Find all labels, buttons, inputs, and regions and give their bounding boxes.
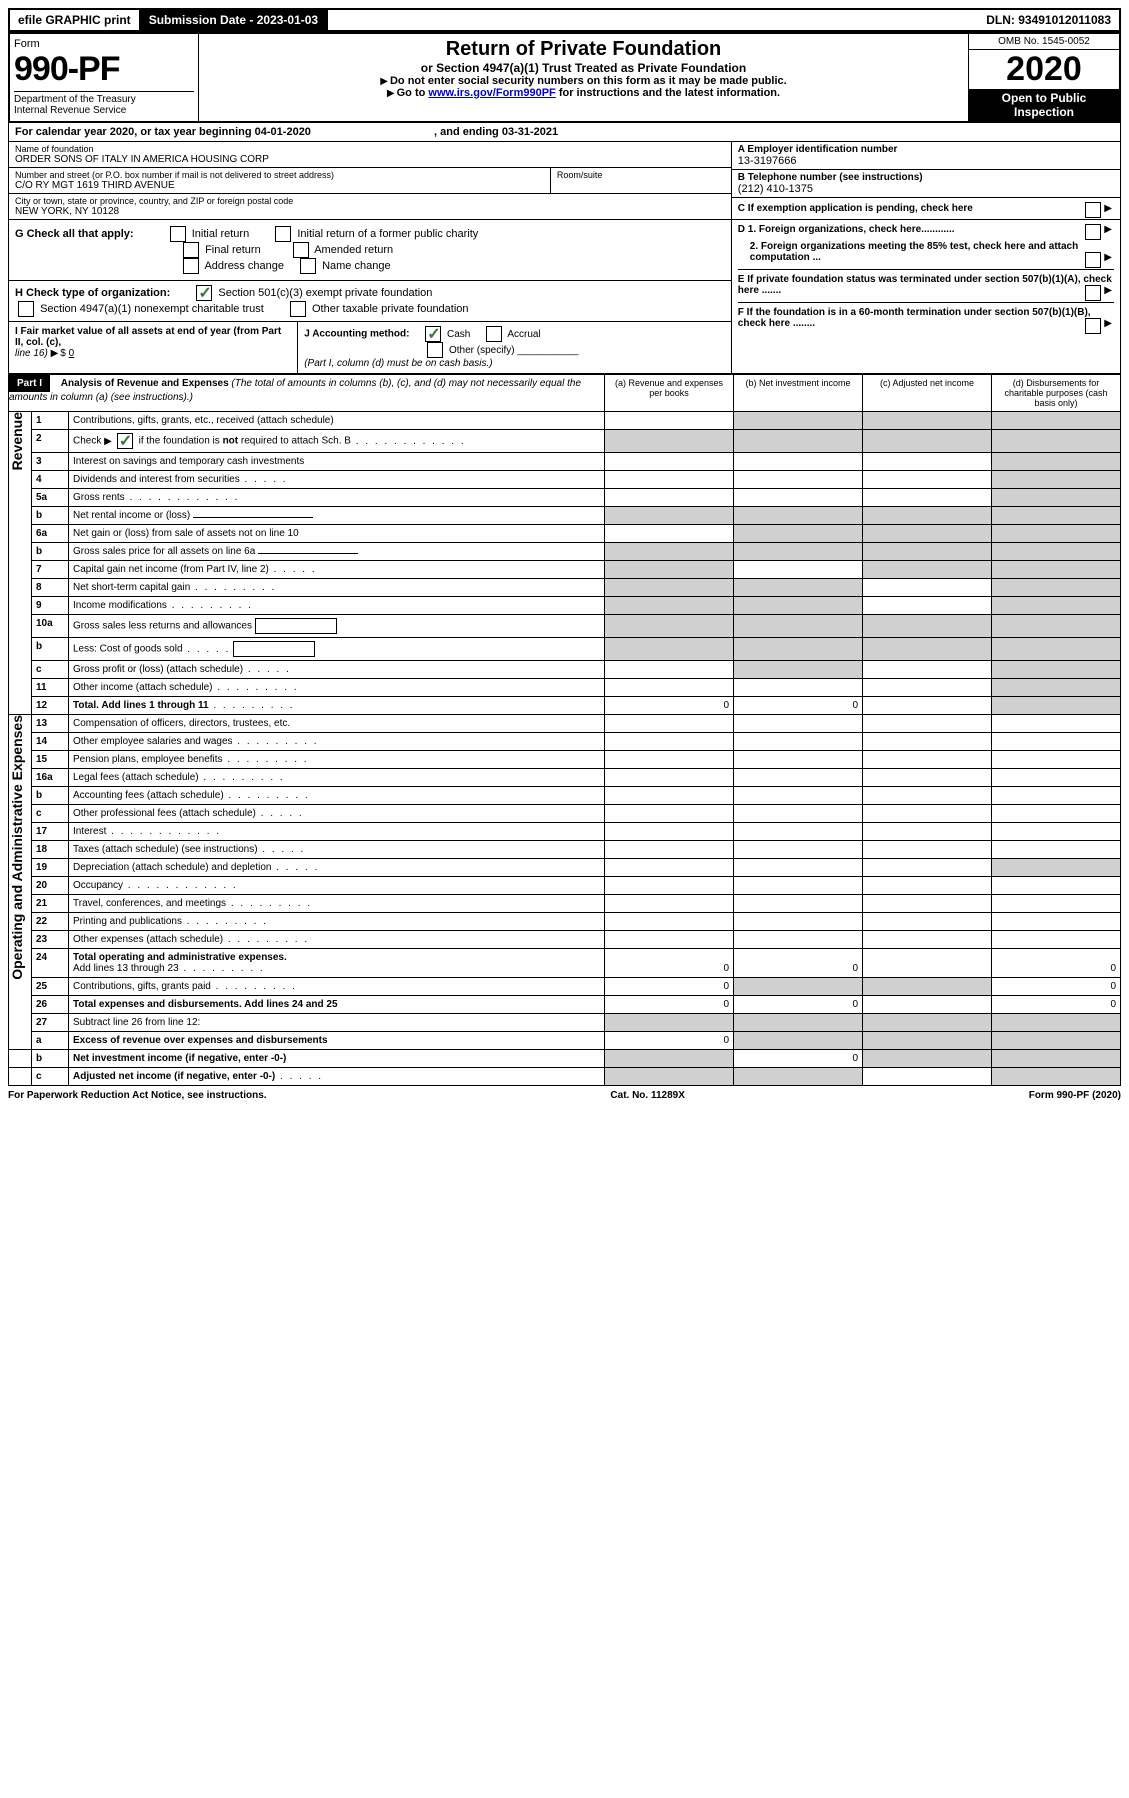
c-checkbox[interactable] bbox=[1085, 202, 1101, 218]
l2-cb[interactable] bbox=[117, 433, 133, 449]
city-label: City or town, state or province, country… bbox=[15, 196, 725, 206]
j-note: (Part I, column (d) must be on cash basi… bbox=[304, 358, 492, 369]
g-address-cb[interactable] bbox=[183, 258, 199, 274]
j-accrual-cb[interactable] bbox=[486, 326, 502, 342]
footer-mid: Cat. No. 11289X bbox=[610, 1090, 684, 1101]
city-state-zip: NEW YORK, NY 10128 bbox=[15, 206, 725, 217]
submission-date-block: Submission Date - 2023-01-03 bbox=[141, 10, 328, 30]
phone: (212) 410-1375 bbox=[738, 183, 1114, 195]
d2-cb[interactable] bbox=[1085, 252, 1101, 268]
form-title-block: Form 990-PF Department of the Treasury I… bbox=[8, 32, 1121, 123]
form-left: Form 990-PF Department of the Treasury I… bbox=[9, 33, 199, 122]
col-b: (b) Net investment income bbox=[734, 375, 863, 412]
e-label: E If private foundation status was termi… bbox=[738, 274, 1112, 296]
form-number: 990-PF bbox=[14, 50, 194, 89]
efile-print: efile GRAPHIC print bbox=[10, 10, 141, 30]
foundation-name: ORDER SONS OF ITALY IN AMERICA HOUSING C… bbox=[15, 154, 725, 165]
i-amount: 0 bbox=[69, 348, 75, 359]
d1-label: D 1. Foreign organizations, check here..… bbox=[738, 224, 955, 235]
col-c: (c) Adjusted net income bbox=[863, 375, 992, 412]
tax-year: 2020 bbox=[969, 50, 1119, 89]
addr-label: Number and street (or P.O. box number if… bbox=[15, 170, 544, 180]
g-label: G Check all that apply: bbox=[15, 228, 134, 240]
omb: OMB No. 1545-0052 bbox=[969, 34, 1119, 50]
f-label: F If the foundation is in a 60-month ter… bbox=[738, 307, 1091, 329]
form-word: Form bbox=[14, 38, 194, 50]
efile-header: efile GRAPHIC print Submission Date - 20… bbox=[8, 8, 1121, 32]
form-center: Return of Private Foundation or Section … bbox=[199, 33, 969, 122]
h-label: H Check type of organization: bbox=[15, 287, 170, 299]
dept: Department of the Treasury bbox=[14, 94, 136, 105]
page-footer: For Paperwork Reduction Act Notice, see … bbox=[8, 1090, 1121, 1101]
f-cb[interactable] bbox=[1085, 318, 1101, 334]
g-final-cb[interactable] bbox=[183, 242, 199, 258]
col-a: (a) Revenue and expenses per books bbox=[605, 375, 734, 412]
address: C/O RY MGT 1619 THIRD AVENUE bbox=[15, 180, 544, 191]
e-cb[interactable] bbox=[1085, 285, 1101, 301]
ein: 13-3197666 bbox=[738, 155, 1114, 167]
part1-table: Part I Analysis of Revenue and Expenses … bbox=[8, 374, 1121, 1086]
instr1: Do not enter social security numbers on … bbox=[390, 75, 787, 87]
footer-left: For Paperwork Reduction Act Notice, see … bbox=[8, 1090, 267, 1101]
entity-block: Name of foundation ORDER SONS OF ITALY I… bbox=[8, 142, 1121, 220]
h-501c3-cb[interactable] bbox=[196, 285, 212, 301]
form-link[interactable]: www.irs.gov/Form990PF bbox=[428, 87, 555, 99]
phone-label: B Telephone number (see instructions) bbox=[738, 172, 1114, 183]
part1-title: Analysis of Revenue and Expenses bbox=[61, 378, 229, 389]
g-initial-former-cb[interactable] bbox=[275, 226, 291, 242]
g-initial-cb[interactable] bbox=[170, 226, 186, 242]
part1-label: Part I bbox=[9, 375, 50, 392]
dln-block: DLN: 93491012011083 bbox=[978, 10, 1119, 30]
form-right: OMB No. 1545-0052 2020 Open to Public In… bbox=[969, 33, 1121, 122]
col-d: (d) Disbursements for charitable purpose… bbox=[992, 375, 1121, 412]
d1-cb[interactable] bbox=[1085, 224, 1101, 240]
j-label: J Accounting method: bbox=[304, 329, 409, 340]
page-title: Return of Private Foundation bbox=[203, 38, 964, 61]
irs: Internal Revenue Service bbox=[14, 105, 126, 116]
calendar-line: For calendar year 2020, or tax year begi… bbox=[8, 123, 1121, 142]
footer-right: Form 990-PF (2020) bbox=[1029, 1090, 1121, 1101]
g-name-cb[interactable] bbox=[300, 258, 316, 274]
ein-label: A Employer identification number bbox=[738, 144, 1114, 155]
revenue-label: Revenue bbox=[9, 412, 25, 470]
checks-block: G Check all that apply: Initial return I… bbox=[8, 220, 1121, 374]
h-4947-cb[interactable] bbox=[18, 301, 34, 317]
j-cash-cb[interactable] bbox=[425, 326, 441, 342]
open-public: Open to Public Inspection bbox=[969, 89, 1119, 121]
d2-label: 2. Foreign organizations meeting the 85%… bbox=[750, 241, 1078, 263]
name-label: Name of foundation bbox=[15, 144, 725, 154]
h-other-cb[interactable] bbox=[290, 301, 306, 317]
room-label: Room/suite bbox=[557, 170, 725, 180]
c-label: C If exemption application is pending, c… bbox=[738, 203, 973, 214]
expenses-label: Operating and Administrative Expenses bbox=[9, 715, 25, 980]
g-amended-cb[interactable] bbox=[293, 242, 309, 258]
i-label: I Fair market value of all assets at end… bbox=[15, 326, 281, 348]
j-other-cb[interactable] bbox=[427, 342, 443, 358]
page-subtitle: or Section 4947(a)(1) Trust Treated as P… bbox=[203, 61, 964, 75]
